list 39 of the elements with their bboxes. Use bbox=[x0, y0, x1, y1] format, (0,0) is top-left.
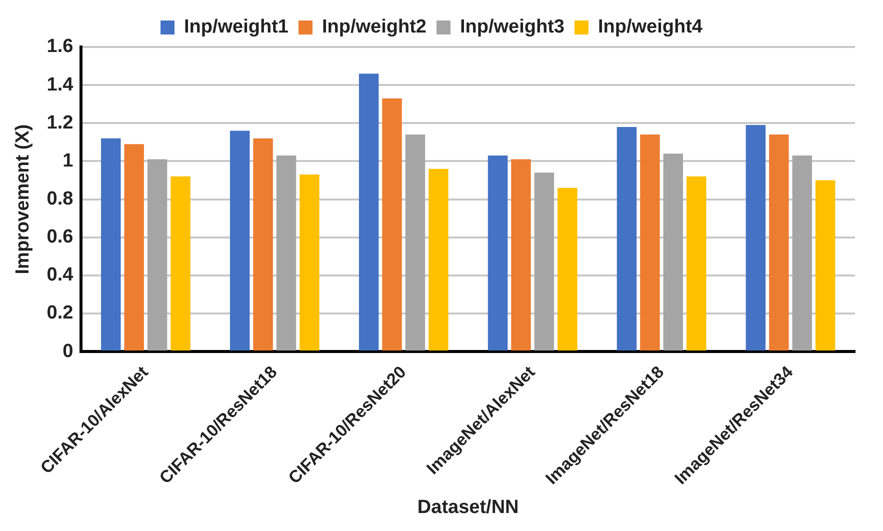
legend-label: Inp/weight1 bbox=[184, 16, 289, 38]
y-tick-label: 0 bbox=[62, 340, 74, 362]
y-tick-label: 0.6 bbox=[46, 226, 74, 248]
legend-label: Inp/weight4 bbox=[598, 16, 703, 38]
bar bbox=[124, 144, 144, 351]
x-axis-title: Dataset/NN bbox=[417, 496, 519, 518]
bar bbox=[616, 126, 637, 351]
bar bbox=[815, 180, 836, 351]
y-tick-label: 1.6 bbox=[46, 36, 74, 58]
y-tick-label: 1.4 bbox=[46, 74, 74, 96]
bar bbox=[488, 155, 508, 351]
bar bbox=[534, 172, 554, 351]
bar bbox=[663, 154, 684, 351]
bar bbox=[428, 168, 448, 351]
bar bbox=[382, 98, 402, 351]
bar bbox=[405, 134, 426, 351]
bar bbox=[170, 176, 190, 351]
bar bbox=[101, 138, 121, 351]
y-tick-label: 1.2 bbox=[46, 112, 74, 134]
y-tick-label: 0.2 bbox=[46, 302, 74, 324]
bar bbox=[640, 134, 660, 351]
bar bbox=[147, 159, 168, 351]
bar bbox=[769, 134, 789, 351]
y-tick-label: 1 bbox=[62, 150, 74, 172]
bar bbox=[230, 130, 250, 351]
bar bbox=[746, 125, 766, 351]
bar bbox=[558, 188, 578, 351]
y-tick-label: 0.8 bbox=[46, 188, 74, 210]
bar bbox=[276, 155, 296, 351]
bar bbox=[253, 138, 273, 351]
bar bbox=[686, 176, 706, 351]
bar bbox=[792, 155, 812, 351]
y-axis-title: Improvement (X) bbox=[12, 124, 34, 274]
legend-label: Inp/weight3 bbox=[460, 16, 564, 38]
legend-label: Inp/weight2 bbox=[322, 16, 426, 38]
bar bbox=[511, 159, 531, 351]
bar bbox=[358, 74, 379, 351]
y-tick-label: 0.4 bbox=[46, 264, 74, 286]
bar bbox=[300, 174, 320, 351]
